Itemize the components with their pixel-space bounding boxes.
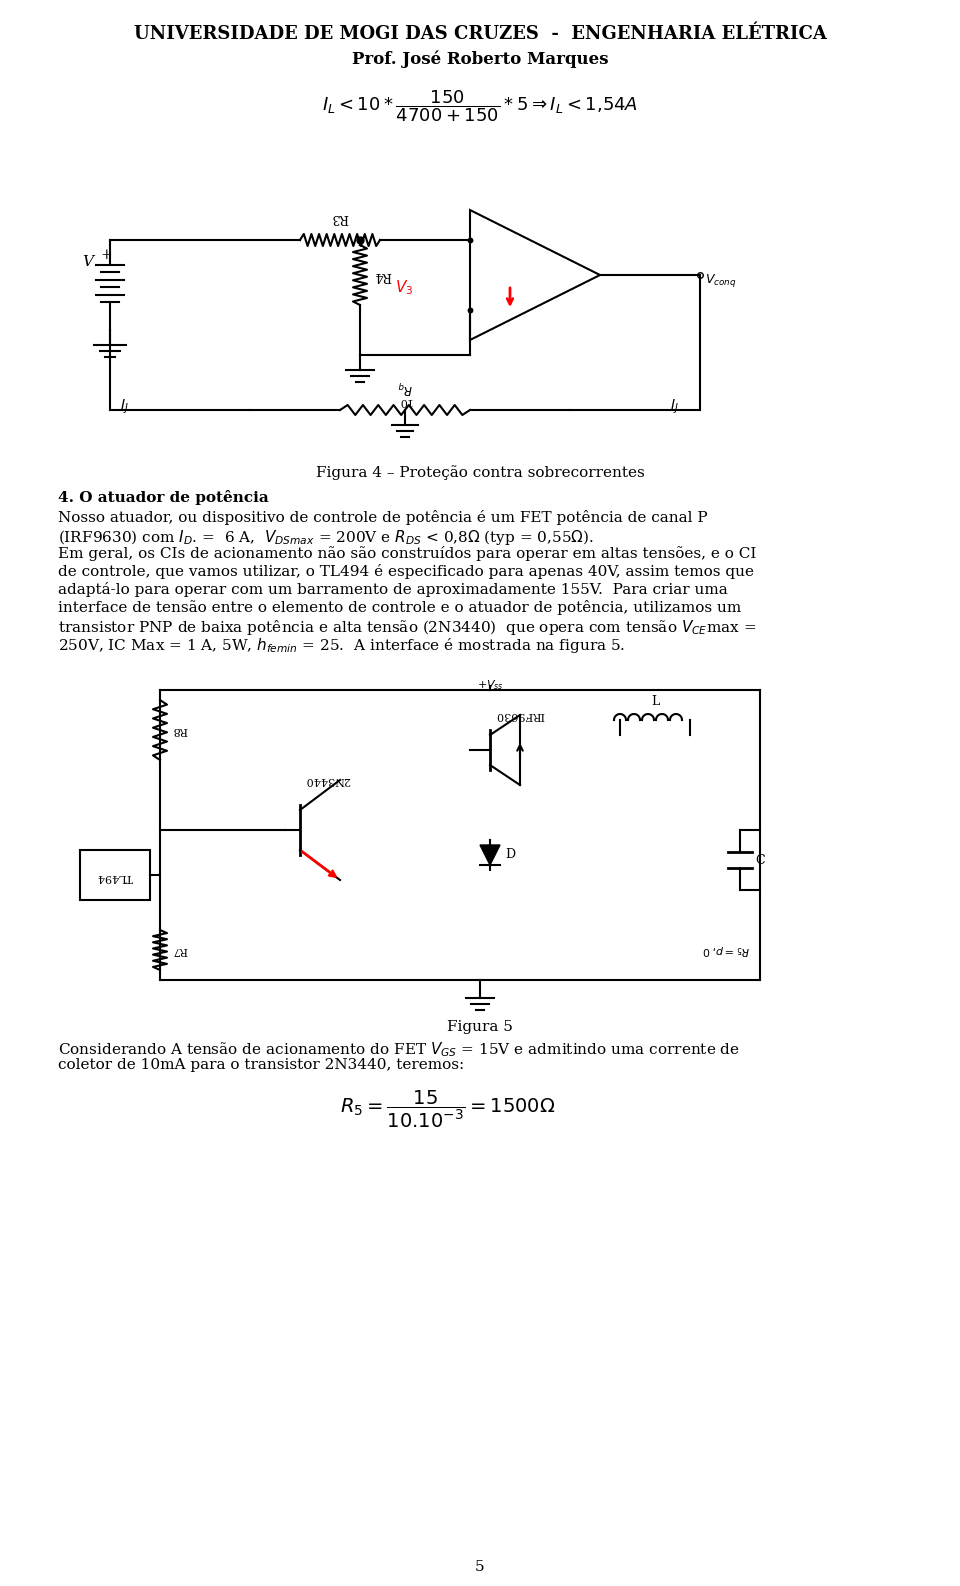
Text: $R_5 = p,0$: $R_5 = p,0$	[703, 944, 750, 956]
Text: R3: R3	[331, 211, 348, 224]
Text: transistor PNP de baixa potência e alta tensão (2N3440)  que opera com tensão $V: transistor PNP de baixa potência e alta …	[58, 619, 756, 638]
Text: C: C	[755, 853, 764, 866]
Text: $V_3$: $V_3$	[395, 278, 414, 297]
Text: de controle, que vamos utilizar, o TL494 é especificado para apenas 40V, assim t: de controle, que vamos utilizar, o TL494…	[58, 565, 754, 579]
Text: coletor de 10mA para o transistor 2N3440, teremos:: coletor de 10mA para o transistor 2N3440…	[58, 1058, 465, 1072]
Text: $+V_{ss}$: $+V_{ss}$	[476, 677, 503, 691]
Text: 250V, IC Max = 1 A, 5W, $h_{femin}$ = 25.  A interface é mostrada na figura 5.: 250V, IC Max = 1 A, 5W, $h_{femin}$ = 25…	[58, 636, 625, 655]
Text: TL494: TL494	[97, 872, 133, 882]
Text: $R_q$: $R_q$	[397, 379, 413, 396]
Text: (IRF9630) com $I_D$. =  6 A,  $V_{DSmax}$ = 200V e $R_{DS}$ < 0,8$\Omega$ (typ =: (IRF9630) com $I_D$. = 6 A, $V_{DSmax}$ …	[58, 528, 593, 547]
Polygon shape	[480, 845, 500, 864]
Text: Nosso atuador, ou dispositivo de controle de potência é um FET potência de canal: Nosso atuador, ou dispositivo de control…	[58, 511, 708, 525]
Text: IRF9630: IRF9630	[495, 711, 544, 720]
Text: R4: R4	[374, 268, 392, 281]
Text: 4. O atuador de potência: 4. O atuador de potência	[58, 490, 269, 504]
Text: 10: 10	[397, 396, 412, 406]
Text: Prof. José Roberto Marques: Prof. José Roberto Marques	[351, 51, 609, 68]
Text: D: D	[505, 849, 516, 861]
Text: 2N3440: 2N3440	[305, 776, 350, 785]
Text: Considerando A tensão de acionamento do FET $V_{GS}$ = 15V e admitindo uma corre: Considerando A tensão de acionamento do …	[58, 1040, 740, 1059]
Text: $V_{conq}$: $V_{conq}$	[705, 273, 736, 289]
Text: L: L	[651, 695, 660, 707]
Text: UNIVERSIDADE DE MOGI DAS CRUZES  -  ENGENHARIA ELÉTRICA: UNIVERSIDADE DE MOGI DAS CRUZES - ENGENH…	[133, 25, 827, 43]
Text: 5: 5	[475, 1561, 485, 1573]
Text: R7: R7	[172, 945, 187, 955]
Text: interface de tensão entre o elemento de controle e o atuador de potência, utiliz: interface de tensão entre o elemento de …	[58, 600, 741, 615]
Text: Figura 4 – Proteção contra sobrecorrentes: Figura 4 – Proteção contra sobrecorrente…	[316, 465, 644, 481]
Text: Em geral, os CIs de acionamento não são construídos para operar em altas tensões: Em geral, os CIs de acionamento não são …	[58, 546, 756, 561]
Text: $R_5 = \dfrac{15}{10.10^{-3}} = 1500\Omega$: $R_5 = \dfrac{15}{10.10^{-3}} = 1500\Ome…	[340, 1088, 556, 1129]
Text: adaptá-lo para operar com um barramento de aproximadamente 155V.  Para criar uma: adaptá-lo para operar com um barramento …	[58, 582, 728, 596]
Text: Figura 5: Figura 5	[447, 1020, 513, 1034]
Text: +: +	[100, 247, 111, 262]
Text: R8: R8	[172, 725, 187, 734]
Text: $I_L < 10*\dfrac{150}{4700+150}*5 \Rightarrow I_L < 1{,}54A$: $I_L < 10*\dfrac{150}{4700+150}*5 \Right…	[322, 87, 638, 124]
Text: $I_J$: $I_J$	[120, 398, 129, 416]
Bar	[80, 850, 150, 899]
Text: V: V	[82, 255, 93, 270]
Text: $I_J$: $I_J$	[670, 398, 679, 416]
